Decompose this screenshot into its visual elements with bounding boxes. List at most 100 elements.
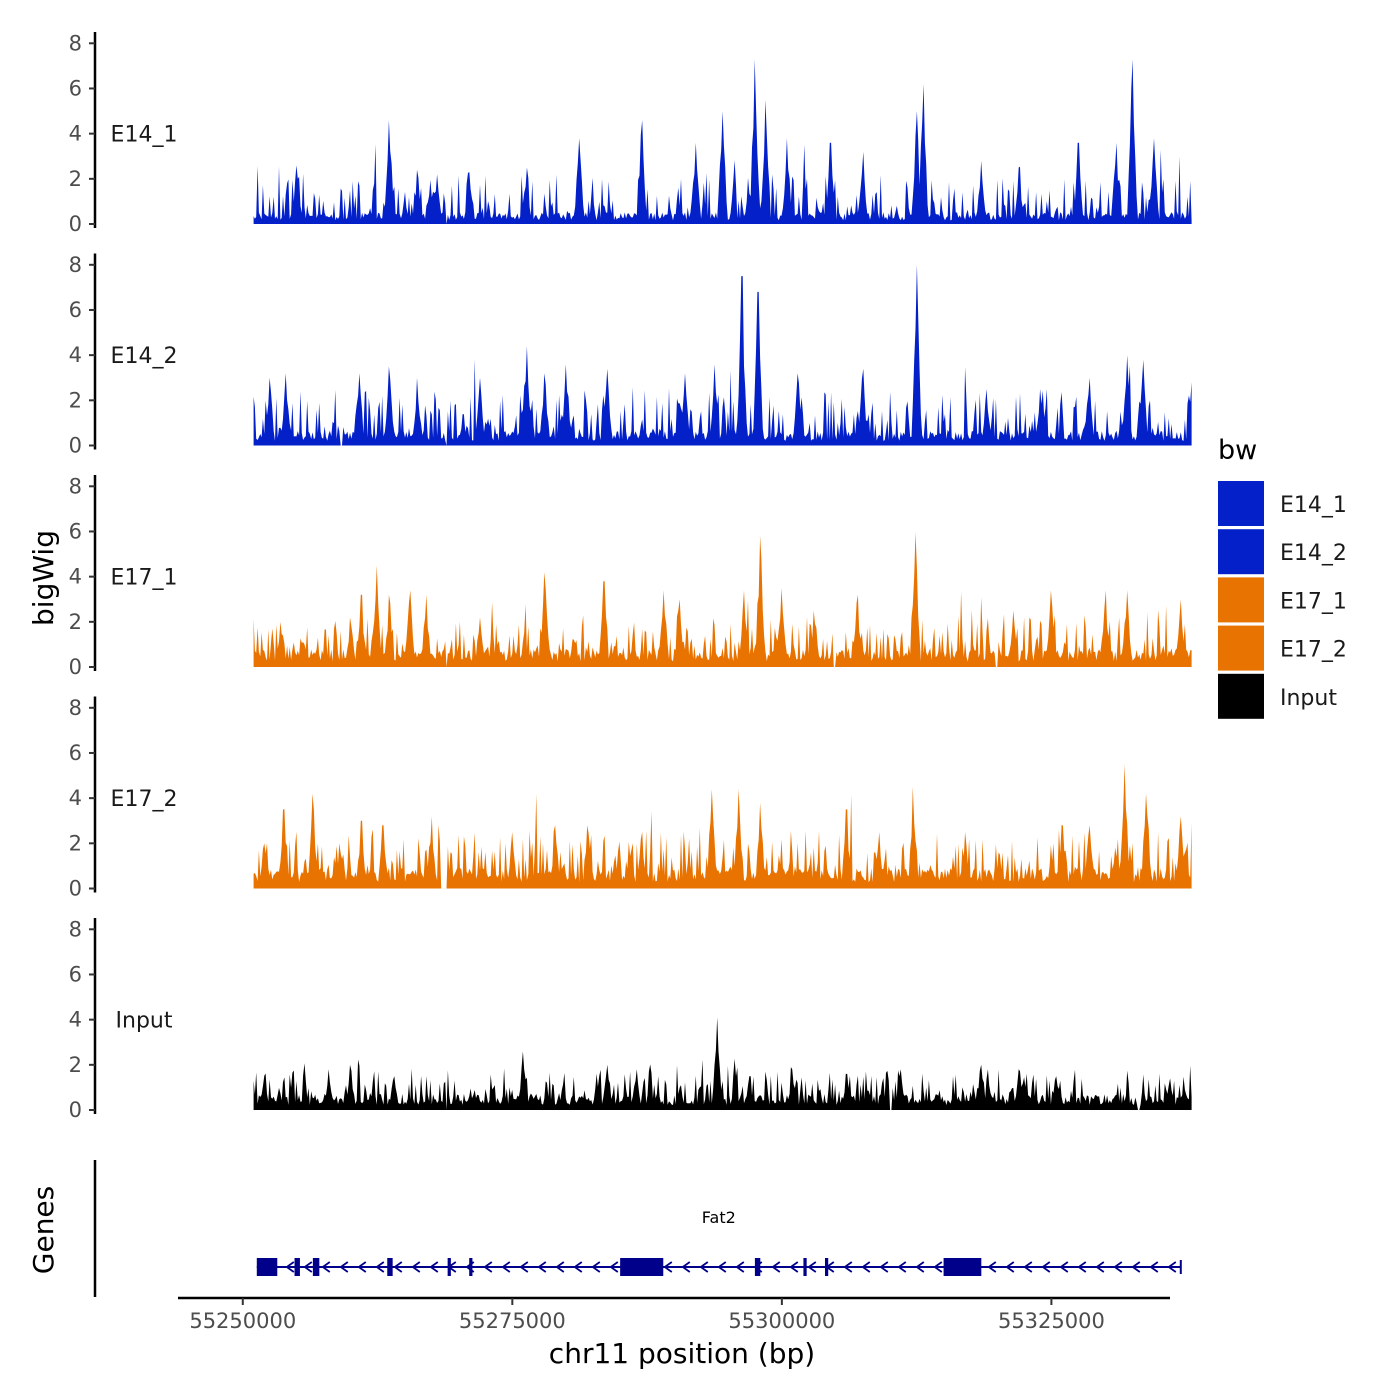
y-tick-label: 8 (69, 474, 82, 498)
track-label: E17_2 (111, 787, 178, 812)
legend: bw E14_1 E14_2 E17_1 E17_2 Input (1218, 435, 1347, 719)
gene-track-panel: Fat2 (93, 1160, 1182, 1297)
y-tick-label: 8 (69, 917, 82, 941)
track-E14_1: 0 2 4 6 8 E14_1 (69, 31, 1192, 236)
y-tick-label: 4 (69, 122, 82, 146)
strand-arrow (555, 1261, 565, 1273)
strand-arrow (1113, 1261, 1123, 1273)
y-tick-label: 8 (69, 31, 82, 55)
y-tick-label: 0 (69, 877, 82, 901)
legend-title: bw (1218, 435, 1257, 466)
y-tick-label: 2 (69, 167, 82, 191)
exon (294, 1258, 300, 1276)
track-E17_1: 0 2 4 6 8 E17_1 (69, 474, 1192, 679)
strand-arrow (897, 1261, 907, 1273)
track-label: E17_1 (111, 566, 178, 591)
x-tick-label: 55325000 (998, 1309, 1105, 1333)
y-tick-label: 4 (69, 565, 82, 589)
strand-arrow (285, 1261, 295, 1273)
strand-arrow (681, 1261, 691, 1273)
strand-arrow (699, 1261, 709, 1273)
track-E14_2: 0 2 4 6 8 E14_2 (69, 253, 1192, 458)
exon (943, 1258, 982, 1276)
track-Input: 0 2 4 6 8 Input (69, 917, 1192, 1122)
signal-area-E17_1 (253, 532, 1192, 667)
y-axis-title: bigWig (27, 530, 60, 626)
y-tick-label: 2 (69, 610, 82, 634)
strand-arrow (339, 1261, 349, 1273)
exon (620, 1258, 664, 1276)
strand-arrow (933, 1261, 943, 1273)
y-tick-label: 6 (69, 741, 82, 765)
signal-area-E14_2 (253, 264, 1192, 446)
gene-name-label: Fat2 (702, 1208, 736, 1227)
x-axis-title: chr11 position (bp) (549, 1337, 815, 1370)
strand-arrow (483, 1261, 493, 1273)
strand-arrow (357, 1261, 367, 1273)
legend-label-E17_2: E17_2 (1280, 638, 1347, 663)
strand-arrow (1167, 1261, 1177, 1273)
y-tick-label: 0 (69, 434, 82, 458)
legend-label-E14_2: E14_2 (1280, 541, 1347, 566)
strand-arrow (915, 1261, 925, 1273)
strand-arrow (573, 1261, 583, 1273)
x-tick-label: 55250000 (189, 1309, 296, 1333)
track-label: E14_1 (111, 123, 178, 148)
track-label: Input (116, 1009, 173, 1034)
strand-arrow (1095, 1261, 1105, 1273)
exon (312, 1258, 320, 1276)
strand-arrow (771, 1261, 781, 1273)
strand-arrow (1131, 1261, 1141, 1273)
genes-axis-title: Genes (27, 1186, 60, 1274)
exon (803, 1258, 807, 1276)
legend-swatch-Input (1218, 673, 1264, 719)
exon (754, 1258, 761, 1276)
exon (824, 1258, 829, 1276)
y-tick-label: 0 (69, 1098, 82, 1122)
legend-label-E14_1: E14_1 (1280, 493, 1347, 518)
signal-area-E14_1 (253, 59, 1192, 224)
x-tick-label: 55300000 (728, 1309, 835, 1333)
strand-arrow (879, 1261, 889, 1273)
legend-swatch-E17_1 (1218, 577, 1264, 623)
exon (469, 1258, 473, 1276)
y-tick-label: 4 (69, 786, 82, 810)
y-tick-label: 6 (69, 298, 82, 322)
strand-arrow (1077, 1261, 1087, 1273)
strand-arrow (1023, 1261, 1033, 1273)
y-tick-label: 6 (69, 962, 82, 986)
y-tick-label: 4 (69, 1008, 82, 1032)
legend-label-E17_1: E17_1 (1280, 589, 1347, 614)
y-tick-label: 8 (69, 696, 82, 720)
track-label: E14_2 (111, 344, 178, 369)
strand-arrow (321, 1261, 331, 1273)
y-tick-label: 2 (69, 1053, 82, 1077)
strand-arrow (393, 1261, 403, 1273)
y-tick-label: 6 (69, 76, 82, 100)
strand-arrow (591, 1261, 601, 1273)
strand-arrow (411, 1261, 421, 1273)
strand-arrow (519, 1261, 529, 1273)
strand-arrow (861, 1261, 871, 1273)
strand-arrow (1005, 1261, 1015, 1273)
strand-arrow (987, 1261, 997, 1273)
strand-arrow (1059, 1261, 1069, 1273)
strand-arrow (735, 1261, 745, 1273)
strand-arrow (429, 1261, 439, 1273)
signal-area-Input (253, 1017, 1192, 1110)
strand-arrow (1149, 1261, 1159, 1273)
strand-arrow (375, 1261, 385, 1273)
legend-swatch-E14_2 (1218, 529, 1264, 575)
y-tick-label: 0 (69, 212, 82, 236)
strand-arrow (807, 1261, 817, 1273)
strand-arrow (717, 1261, 727, 1273)
strand-arrow (501, 1261, 511, 1273)
strand-arrow (1041, 1261, 1051, 1273)
bigwig-tracks: 0 2 4 6 8 E14_1 0 2 4 6 8 E14_2 0 2 4 6 8 E17_1 0 2 4 6 8 E17_2… (69, 31, 1192, 1122)
y-tick-label: 8 (69, 253, 82, 277)
strand-arrow (609, 1261, 619, 1273)
strand-arrow (303, 1261, 313, 1273)
y-tick-label: 0 (69, 655, 82, 679)
exon (387, 1258, 393, 1276)
legend-swatch-E17_2 (1218, 625, 1264, 671)
